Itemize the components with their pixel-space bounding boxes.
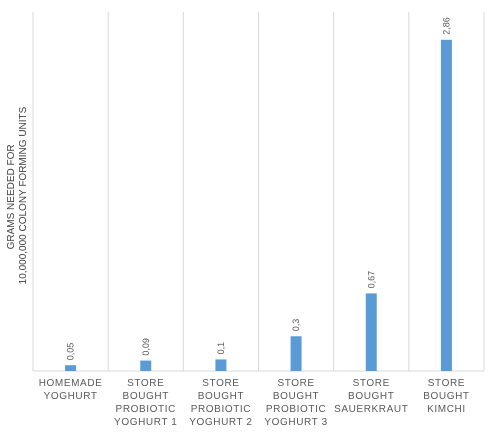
bar bbox=[365, 293, 377, 371]
category-label-line: BOUGHT bbox=[423, 391, 469, 402]
category-label-line: PROBIOTIC bbox=[266, 404, 326, 415]
category-labels: HOMEMADE YOGHURT STORE BOUGHT PROBIOTIC YOGHU… bbox=[39, 378, 469, 428]
category-label-line: YOGHURT 2 bbox=[189, 417, 252, 428]
bar bbox=[440, 39, 452, 371]
category-label-line: BOUGHT bbox=[273, 391, 319, 402]
category-label: STORE BOUGHT KIMCHI bbox=[423, 378, 469, 415]
category-label-line: YOGHURT bbox=[44, 391, 98, 402]
category-label: STORE BOUGHT PROBIOTIC YOGHURT 2 bbox=[189, 378, 252, 428]
category-label-line: STORE bbox=[127, 378, 164, 389]
data-label: 2,86 bbox=[441, 17, 451, 35]
category-label-line: STORE bbox=[353, 378, 390, 389]
category-label-line: PROBIOTIC bbox=[116, 404, 176, 415]
category-label-line: SAUERKRAUT bbox=[334, 404, 408, 415]
data-labels: 0,05 0,09 0,1 0,3 0,67 2,86 bbox=[66, 17, 452, 360]
y-axis-title-line-2: 10,000,000 COLONY FORMING UNITS bbox=[18, 106, 29, 284]
data-label: 0,1 bbox=[216, 342, 226, 355]
category-label-line: STORE bbox=[277, 378, 314, 389]
category-label-line: BOUGHT bbox=[198, 391, 244, 402]
data-label: 0,3 bbox=[291, 319, 301, 332]
data-label: 0,67 bbox=[366, 271, 376, 289]
bar bbox=[65, 365, 77, 371]
data-label: 0,05 bbox=[66, 343, 76, 361]
bars bbox=[65, 39, 452, 371]
category-label-line: YOGHURT 1 bbox=[114, 417, 177, 428]
gridlines bbox=[32, 12, 485, 372]
y-axis-title-line-1: GRAMS NEEDED FOR bbox=[6, 144, 17, 249]
category-label-line: YOGHURT 3 bbox=[264, 417, 327, 428]
category-label-line: STORE bbox=[202, 378, 239, 389]
category-label-line: PROBIOTIC bbox=[191, 404, 251, 415]
category-label: STORE BOUGHT SAUERKRAUT bbox=[334, 378, 408, 415]
category-label-line: HOMEMADE bbox=[39, 378, 103, 389]
data-label: 0,09 bbox=[141, 338, 151, 356]
bar bbox=[290, 336, 302, 371]
bar bbox=[215, 359, 227, 371]
y-axis-title: GRAMS NEEDED FOR 10,000,000 COLONY FORMI… bbox=[6, 106, 29, 284]
category-label: HOMEMADE YOGHURT bbox=[39, 378, 103, 402]
category-label-line: STORE bbox=[428, 378, 465, 389]
category-label-line: BOUGHT bbox=[123, 391, 169, 402]
category-label: STORE BOUGHT PROBIOTIC YOGHURT 3 bbox=[264, 378, 327, 428]
bar bbox=[140, 360, 152, 371]
category-label-line: BOUGHT bbox=[348, 391, 394, 402]
category-label: STORE BOUGHT PROBIOTIC YOGHURT 1 bbox=[114, 378, 177, 428]
category-label-line: KIMCHI bbox=[427, 404, 466, 415]
